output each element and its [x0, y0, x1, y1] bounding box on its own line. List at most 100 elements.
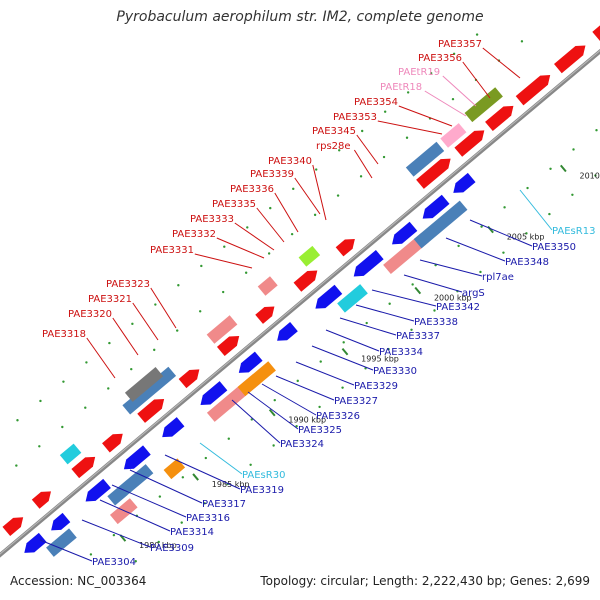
guide-dot — [158, 495, 162, 498]
forward-gene-arrow — [485, 105, 514, 132]
reverse-feature-label: PAE3317 — [202, 499, 246, 510]
reverse-feature-label: PAE3329 — [354, 381, 398, 392]
guide-dot — [318, 405, 321, 409]
label-leader — [216, 237, 265, 259]
guide-dot — [503, 206, 506, 209]
guide-dot — [153, 348, 156, 352]
guide-dot — [572, 148, 575, 151]
guide-dot — [244, 271, 248, 274]
guide-dot — [16, 419, 19, 422]
forward-cds-box — [257, 276, 278, 296]
guide-dot — [359, 175, 363, 178]
label-leader — [371, 289, 437, 307]
reverse-gene-arrow — [51, 512, 71, 531]
reverse-feature-label: PAE3314 — [170, 527, 214, 538]
reverse-feature-label: PAE3348 — [505, 257, 549, 268]
reverse-cds-box — [337, 284, 368, 313]
label-leader — [194, 253, 253, 269]
guide-dot — [84, 406, 87, 409]
label-leader — [99, 499, 171, 532]
guide-dot — [475, 33, 479, 36]
scale-tick-label: 2010 kbp — [580, 171, 600, 180]
guide-dot — [411, 283, 414, 286]
forward-gene-arrow — [71, 456, 96, 479]
reverse-feature-label: PAE3304 — [92, 557, 136, 568]
forward-feature-label: PAEtR18 — [380, 82, 422, 93]
feature-labels: PAE3318 PAE3320 PAE3321 PAE3323 PAE3331 PAE33… — [39, 39, 595, 568]
guide-dot — [315, 168, 318, 171]
scale-tick — [192, 473, 199, 481]
label-leader — [295, 361, 355, 386]
label-leader — [519, 189, 553, 231]
backbone-line — [0, 48, 600, 558]
guide-dot — [525, 232, 528, 235]
scale-tick-label: 1995 kbp — [361, 355, 399, 364]
guide-dot — [479, 270, 482, 274]
guide-dot — [382, 155, 386, 159]
guide-dot — [549, 167, 552, 170]
guide-dot — [548, 212, 551, 216]
forward-gene-arrow — [293, 270, 318, 292]
forward-cds-box — [464, 87, 503, 123]
guide-dot — [341, 386, 344, 389]
guide-dot — [176, 329, 179, 332]
scale-tick — [341, 347, 349, 356]
reverse-feature-label: PAE3342 — [436, 302, 480, 313]
label-leader — [199, 442, 243, 475]
label-leader — [398, 105, 453, 127]
reverse-cds-box — [107, 464, 154, 506]
forward-cds-box — [124, 367, 164, 402]
reverse-feature-label: PAE3330 — [373, 366, 417, 377]
guide-dot — [480, 225, 483, 228]
label-leader — [419, 259, 483, 277]
forward-cds-box — [440, 123, 467, 148]
label-leader — [132, 302, 159, 341]
label-leader — [442, 75, 477, 107]
guide-dot — [61, 425, 64, 429]
guide-dot — [502, 251, 505, 254]
guide-dot — [180, 521, 183, 524]
forward-feature-label: PAE3353 — [333, 112, 377, 123]
forward-gene-arrow — [554, 45, 586, 74]
label-leader — [325, 329, 380, 352]
label-leader — [424, 90, 467, 117]
forward-gene-arrow — [31, 491, 51, 509]
guide-dot — [246, 226, 249, 229]
reverse-feature-label: PAE3325 — [298, 425, 342, 436]
guide-dot — [15, 464, 18, 467]
reverse-feature-label: PAE3350 — [532, 242, 576, 253]
guide-dot — [134, 559, 137, 563]
guide-dot — [89, 553, 93, 556]
guide-dot — [200, 264, 203, 268]
forward-feature-label: PAE3332 — [172, 229, 216, 240]
label-leader — [482, 47, 521, 79]
guide-dot — [429, 71, 433, 75]
reverse-gene-arrow — [353, 250, 384, 277]
guide-dot — [457, 244, 460, 248]
reverse-cds-box — [237, 361, 276, 397]
forward-cds-box — [405, 141, 445, 177]
guide-dot — [112, 533, 116, 537]
reverse-gene-arrow — [238, 351, 263, 373]
label-leader — [234, 222, 275, 251]
scale-tick-label: 2005 kbp — [507, 232, 545, 241]
forward-feature-label: PAE3323 — [106, 279, 150, 290]
label-leader — [445, 237, 506, 262]
guide-dot — [336, 194, 340, 197]
scale-tick — [559, 164, 567, 173]
guide-dot — [595, 128, 598, 132]
guide-dot — [295, 425, 298, 428]
label-leader — [39, 539, 93, 562]
guide-dot — [365, 321, 368, 325]
reverse-cds-box — [109, 498, 138, 525]
reverse-feature-label: PAE3326 — [316, 411, 360, 422]
label-leader — [311, 345, 374, 371]
guide-dot — [406, 91, 410, 94]
forward-gene-arrow — [255, 306, 275, 324]
reverse-gene-arrow — [123, 445, 151, 470]
forward-gene-arrow — [2, 517, 24, 537]
forward-feature-label: PAEtR19 — [398, 67, 440, 78]
forward-feature-label: PAE3335 — [212, 199, 256, 210]
accession-text: Accession: NC_003364 — [10, 574, 147, 588]
